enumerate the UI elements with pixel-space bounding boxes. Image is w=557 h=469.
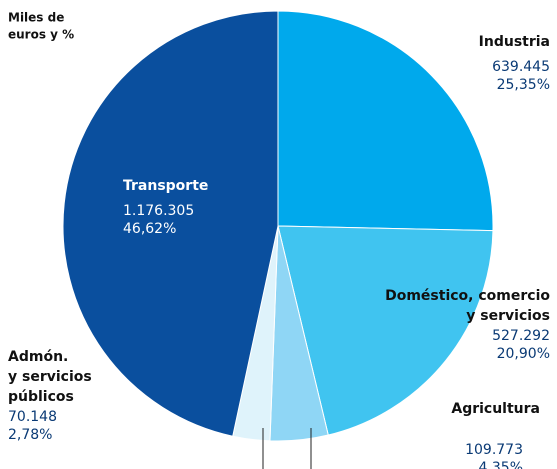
category-label: Industria (479, 34, 550, 50)
category-label: Admón. (8, 349, 68, 365)
percent-label: 20,90% (497, 346, 550, 362)
category-label: y servicios (8, 369, 92, 385)
value-label: 1.176.305 (123, 203, 194, 219)
category-label: Transporte (123, 178, 208, 194)
pie-slice (277, 10, 494, 232)
category-label: y servicios (466, 308, 550, 324)
value-label: 109.773 (465, 442, 523, 458)
pie-slice (62, 10, 279, 437)
category-label: públicos (8, 389, 74, 405)
percent-label: 46,62% (123, 221, 176, 237)
value-label: 70.148 (8, 409, 57, 425)
category-label: Doméstico, comercio (385, 288, 550, 304)
percent-label: 2,78% (8, 427, 52, 443)
category-label: Agricultura (451, 401, 540, 417)
percent-label: 4,35% (479, 460, 523, 469)
unit-label: Miles de (8, 11, 64, 25)
unit-label: euros y % (8, 28, 74, 42)
value-label: 639.445 (492, 59, 550, 75)
pie-slice (277, 225, 494, 436)
value-label: 527.292 (492, 328, 550, 344)
percent-label: 25,35% (497, 77, 550, 93)
